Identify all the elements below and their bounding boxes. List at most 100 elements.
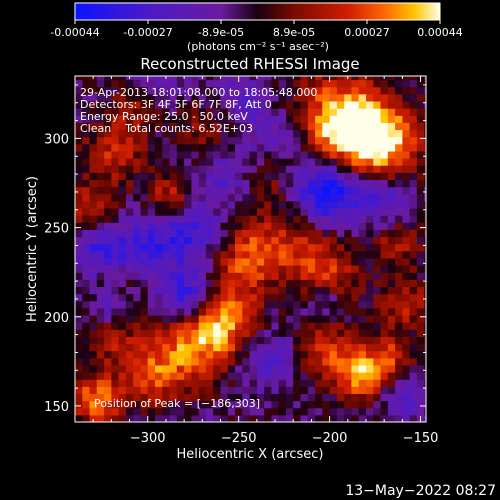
heatmap-cell <box>278 136 287 145</box>
heatmap-cell <box>344 407 353 416</box>
heatmap-cell <box>344 307 353 316</box>
heatmap-cell <box>169 364 178 373</box>
heatmap-cell <box>89 158 98 166</box>
heatmap-cell <box>205 250 214 259</box>
heatmap-cell <box>409 279 418 287</box>
heatmap-cell <box>96 193 105 202</box>
heatmap-cell <box>293 315 302 323</box>
heatmap-cell <box>111 343 120 352</box>
heatmap-cell <box>147 193 156 202</box>
heatmap-cell <box>271 322 280 330</box>
heatmap-cell <box>155 364 163 373</box>
heatmap-cell <box>111 315 120 323</box>
heatmap-cell <box>140 150 149 159</box>
heatmap-cell <box>155 322 163 330</box>
heatmap-cell <box>125 115 134 123</box>
heatmap-cell <box>409 136 418 145</box>
heatmap-cell <box>315 229 323 238</box>
heatmap-cell <box>300 79 309 88</box>
heatmap-cell <box>104 222 112 230</box>
heatmap-cell <box>220 186 229 195</box>
heatmap-cell <box>300 222 309 230</box>
heatmap-cell <box>242 414 251 422</box>
heatmap-cell <box>329 165 338 173</box>
heatmap-cell <box>387 257 396 266</box>
heatmap-cell <box>235 350 243 359</box>
heatmap-cell <box>184 165 192 173</box>
heatmap-cell <box>286 179 294 188</box>
heatmap-cell <box>155 293 163 302</box>
heatmap-cell <box>184 101 192 109</box>
heatmap-cell <box>366 208 374 216</box>
heatmap-cell <box>169 79 178 88</box>
heatmap-cell <box>191 193 200 202</box>
heatmap-cell <box>336 350 345 359</box>
heatmap-cell <box>111 400 120 409</box>
heatmap-cell <box>387 229 396 238</box>
heatmap-cell <box>380 279 389 287</box>
heatmap-cell <box>416 186 425 195</box>
heatmap-cell <box>169 200 178 209</box>
heatmap-cell <box>205 364 214 373</box>
heatmap-cell <box>155 229 163 238</box>
heatmap-cell <box>286 400 294 409</box>
heatmap-cell <box>293 222 302 230</box>
heatmap-cell <box>155 172 163 180</box>
heatmap-cell <box>300 386 309 394</box>
heatmap-cell <box>220 108 229 116</box>
heatmap-cell <box>358 93 367 102</box>
heatmap-cell <box>366 165 374 173</box>
heatmap-cell <box>118 407 127 416</box>
heatmap-cell <box>111 257 120 266</box>
heatmap-cell <box>286 414 294 422</box>
heatmap-cell <box>424 293 426 302</box>
heatmap-cell <box>395 272 403 280</box>
heatmap-cell <box>256 172 265 180</box>
heatmap-cell <box>416 265 425 273</box>
heatmap-cell <box>133 372 142 380</box>
heatmap-cell <box>162 172 171 180</box>
heatmap-cell <box>111 272 120 280</box>
heatmap-cell <box>191 400 200 409</box>
heatmap-cell <box>358 350 367 359</box>
heatmap-cell <box>125 150 134 159</box>
heatmap-cell <box>336 357 345 366</box>
heatmap-cell <box>104 76 112 81</box>
heatmap-cell <box>322 79 331 88</box>
heatmap-cell <box>75 343 83 352</box>
heatmap-cell <box>322 108 331 116</box>
heatmap-cell <box>89 293 98 302</box>
heatmap-cell <box>322 165 331 173</box>
heatmap-cell <box>227 407 236 416</box>
heatmap-cell <box>198 386 207 394</box>
heatmap-cell <box>140 229 149 238</box>
heatmap-cell <box>351 229 360 238</box>
heatmap-cell <box>75 350 83 359</box>
heatmap-cell <box>293 343 302 352</box>
heatmap-cell <box>300 279 309 287</box>
heatmap-cell <box>322 329 331 337</box>
heatmap-cell <box>133 322 142 330</box>
heatmap-cell <box>264 79 272 88</box>
heatmap-cell <box>191 307 200 316</box>
heatmap-cell <box>125 407 134 416</box>
heatmap-cell <box>264 386 272 394</box>
heatmap-cell <box>125 300 134 309</box>
heatmap-cell <box>205 222 214 230</box>
heatmap-cell <box>242 143 251 152</box>
heatmap-cell <box>220 115 229 123</box>
heatmap-cell <box>322 343 331 352</box>
chart-title: Reconstructed RHESSI Image <box>140 55 359 73</box>
heatmap-cell <box>373 193 382 202</box>
heatmap-cell <box>249 322 258 330</box>
heatmap-cell <box>286 286 294 295</box>
heatmap-cell <box>271 208 280 216</box>
heatmap-cell <box>322 386 331 394</box>
heatmap-cell <box>322 265 331 273</box>
heatmap-cell <box>235 222 243 230</box>
heatmap-cell <box>176 329 185 337</box>
heatmap-cell <box>351 122 360 131</box>
heatmap-cell <box>271 93 280 102</box>
heatmap-cell <box>366 279 374 287</box>
heatmap-cell <box>409 250 418 259</box>
